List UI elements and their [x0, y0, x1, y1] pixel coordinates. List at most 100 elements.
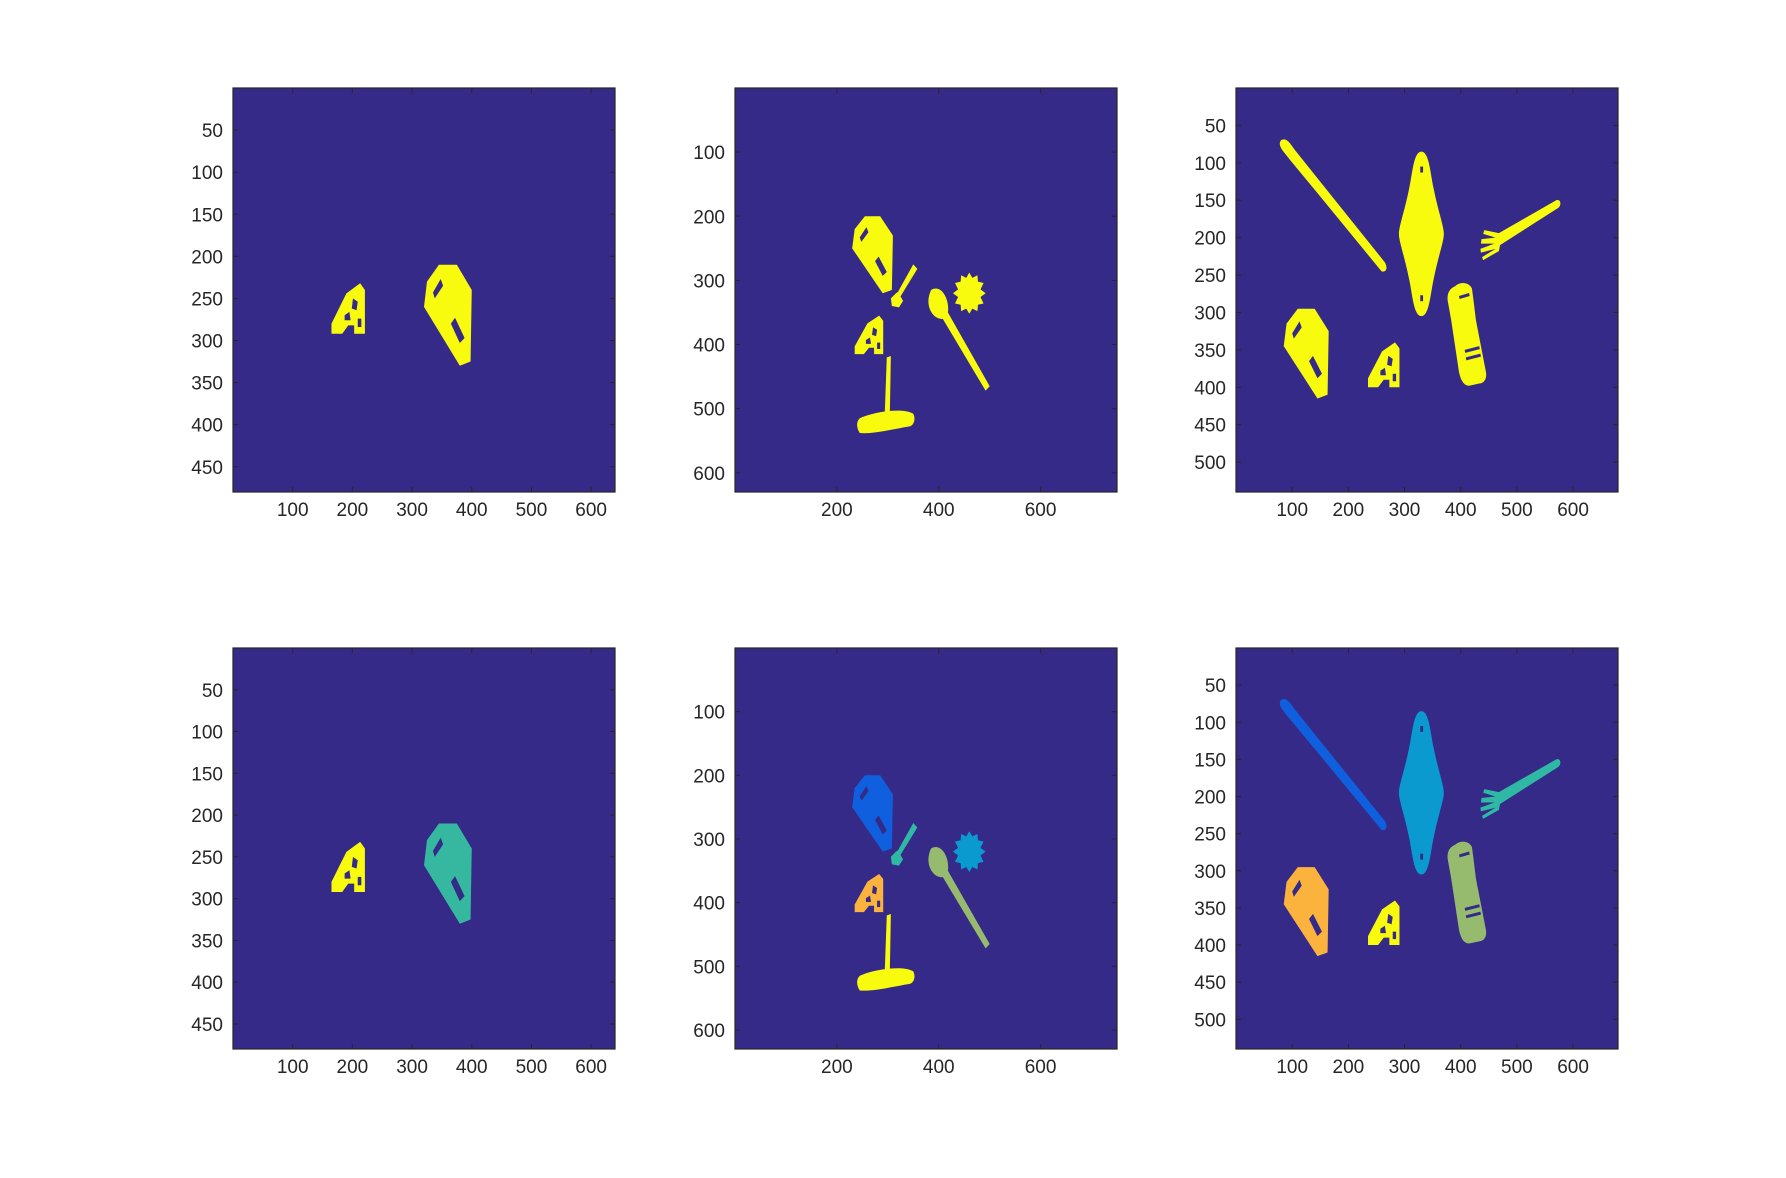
- object-hole: [865, 895, 871, 902]
- x-tick-label: 400: [1445, 1057, 1477, 1078]
- x-tick-label: 200: [1333, 500, 1365, 521]
- x-tick-label: 400: [1445, 500, 1477, 521]
- y-tick-label: 100: [693, 703, 725, 724]
- object-phone-case: [1283, 867, 1329, 957]
- object-region: [1447, 283, 1487, 386]
- object-hole: [877, 900, 881, 908]
- y-tick-label: 100: [693, 143, 725, 164]
- object-a-bracket: [1368, 342, 1400, 388]
- y-tick-label: 250: [191, 848, 223, 869]
- object-region: [890, 264, 918, 308]
- image-background: [735, 88, 1117, 492]
- y-tick-label: 600: [693, 464, 725, 485]
- object-region: [1398, 711, 1444, 875]
- object-region: [331, 841, 365, 892]
- object-region: [857, 968, 915, 991]
- axes-label-map-3: 100 200 300 400 500 600 50 100 150 200 250 300 350 40…: [1194, 647, 1619, 1078]
- objects-layer: [852, 216, 990, 434]
- y-tick-label: 150: [191, 205, 223, 226]
- y-tick-label: 300: [191, 890, 223, 911]
- y-tick-label: 300: [1194, 862, 1226, 883]
- y-tick-label: 450: [1194, 416, 1226, 437]
- y-tick-label: 350: [1194, 341, 1226, 362]
- y-tick-label: 100: [191, 163, 223, 184]
- object-hole: [872, 327, 878, 337]
- object-spoon: [928, 288, 990, 391]
- x-tick-label: 600: [1025, 1057, 1057, 1078]
- object-hole: [1459, 851, 1470, 858]
- object-hole: [1420, 725, 1424, 732]
- image-background: [233, 648, 615, 1049]
- y-tick-label: 50: [202, 121, 223, 142]
- object-knife: [1279, 698, 1387, 831]
- y-tick-label: 300: [693, 271, 725, 292]
- y-tick-label: 500: [1194, 1010, 1226, 1031]
- object-a-bracket: [854, 315, 884, 355]
- object-bottle: [1447, 283, 1487, 386]
- object-hole: [1464, 904, 1480, 911]
- object-hole: [1387, 355, 1393, 367]
- y-tick-label: 50: [202, 681, 223, 702]
- objects-layer: [331, 264, 472, 366]
- objects-layer: [331, 823, 472, 924]
- object-spoon: [928, 847, 990, 949]
- object-a-bracket: [854, 873, 884, 913]
- x-tick-label: 500: [1501, 1057, 1533, 1078]
- object-gear: [952, 272, 986, 314]
- y-tick-label: 150: [1194, 191, 1226, 212]
- object-hole: [1380, 367, 1386, 376]
- object-hole: [351, 856, 358, 869]
- object-hole: [1465, 911, 1481, 919]
- object-region: [890, 823, 918, 866]
- object-hole: [1309, 355, 1322, 379]
- object-region: [952, 272, 986, 314]
- y-tick-label: 400: [693, 336, 725, 357]
- x-tick-label: 300: [1389, 500, 1421, 521]
- image-background: [735, 648, 1117, 1049]
- object-hole: [1292, 321, 1302, 339]
- object-diamond-plate: [1398, 711, 1444, 875]
- x-tick-label: 600: [1025, 500, 1057, 521]
- object-fork: [1480, 759, 1561, 819]
- object-hole: [432, 279, 444, 299]
- y-tick-label: 200: [693, 207, 725, 228]
- object-region: [854, 873, 884, 913]
- y-tick-label: 500: [693, 957, 725, 978]
- y-tick-label: 300: [693, 830, 725, 851]
- objects-layer: [1279, 139, 1561, 399]
- object-region: [884, 914, 891, 972]
- object-hole: [1420, 853, 1424, 860]
- object-region: [952, 831, 986, 873]
- object-region: [884, 356, 891, 414]
- object-hole: [357, 876, 362, 886]
- x-tick-label: 100: [277, 500, 309, 521]
- object-phone-case: [424, 264, 472, 366]
- y-tick-label: 400: [191, 973, 223, 994]
- x-tick-label: 600: [575, 500, 607, 521]
- axes-frame: [232, 87, 616, 493]
- object-hole: [450, 317, 465, 344]
- object-hole: [859, 227, 869, 242]
- y-tick-label: 50: [1205, 116, 1226, 137]
- object-region: [331, 283, 365, 334]
- object-hole: [875, 815, 887, 835]
- object-region: [928, 288, 990, 391]
- object-hole: [1292, 879, 1302, 897]
- x-tick-label: 600: [1557, 1057, 1589, 1078]
- x-tick-label: 400: [456, 1057, 488, 1078]
- object-phone-case: [852, 216, 893, 294]
- y-tick-label: 300: [191, 332, 223, 353]
- object-gear: [952, 831, 986, 873]
- y-tick-label: 400: [1194, 378, 1226, 399]
- object-region: [1447, 841, 1487, 944]
- object-hole: [865, 337, 871, 344]
- x-tick-label: 400: [923, 1057, 955, 1078]
- objects-layer: [852, 775, 990, 991]
- object-hole: [1309, 913, 1322, 937]
- y-tick-label: 250: [191, 289, 223, 310]
- y-tick-label: 100: [1194, 154, 1226, 175]
- x-tick-label: 100: [277, 1057, 309, 1078]
- y-tick-label: 100: [1194, 713, 1226, 734]
- x-tick-label: 100: [1276, 1057, 1308, 1078]
- object-knife: [1279, 139, 1387, 272]
